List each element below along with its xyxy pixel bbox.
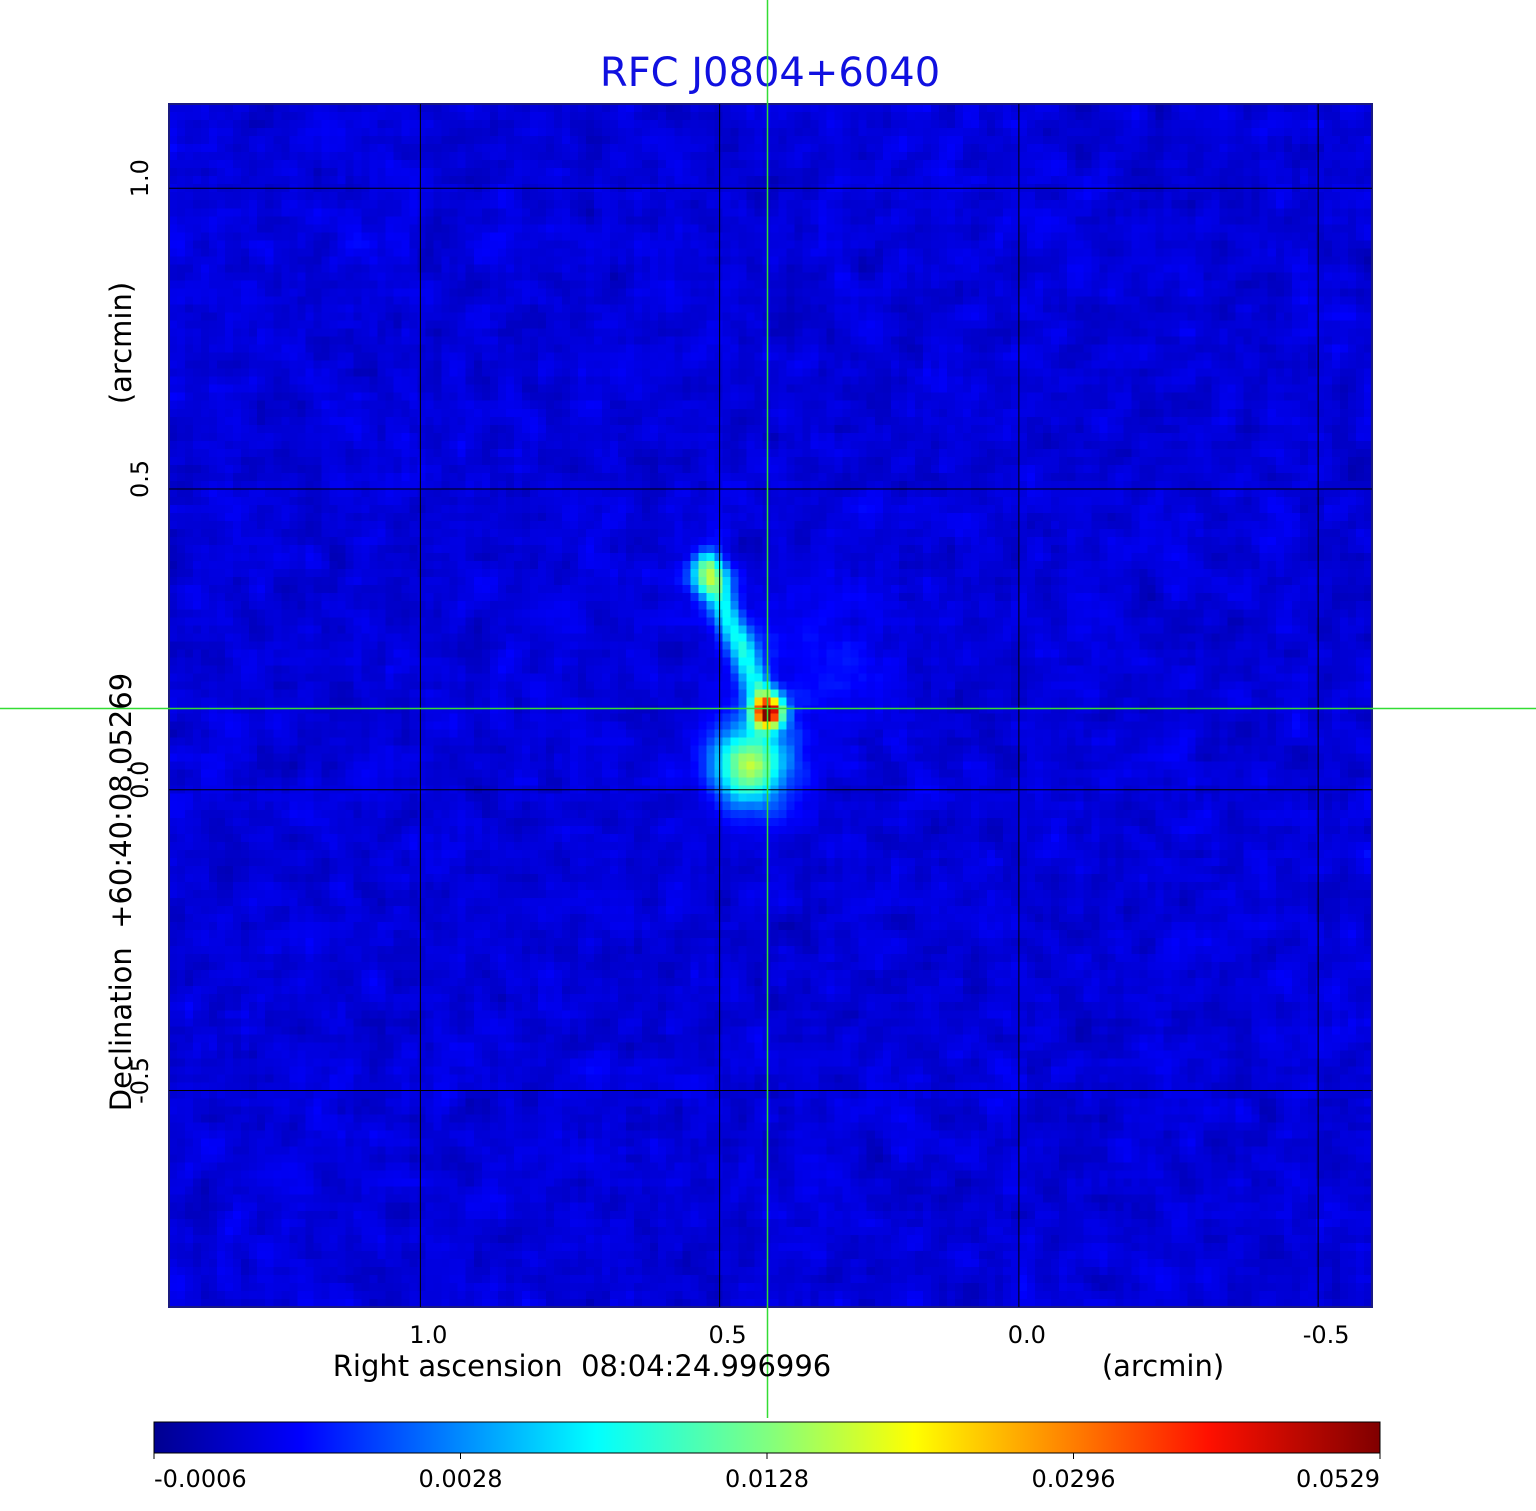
colorbar-tick-label: -0.0006: [154, 1465, 247, 1493]
chart-title: RFC J0804+6040: [600, 50, 940, 96]
colorbar-ticks: -0.0006 0.0028 0.0128 0.0296 0.0529: [153, 1453, 1381, 1493]
crosshair: [0, 0, 1536, 1418]
y-tick-label: 0.5: [126, 460, 154, 498]
x-tick-label: 0.0: [1008, 1321, 1046, 1349]
x-axis-ticks: 1.0 0.5 0.0 -0.5: [409, 1321, 1349, 1349]
y-tick-label: -0.5: [126, 1057, 154, 1104]
y-tick-label: 0.0: [126, 761, 154, 799]
x-tick-label: 0.5: [709, 1321, 747, 1349]
x-axis-unit: (arcmin): [1102, 1349, 1224, 1383]
grid: [169, 104, 1372, 1307]
colorbar-tick-label: 0.0028: [419, 1465, 503, 1493]
y-tick-label: 1.0: [126, 159, 154, 197]
colorbar-tick-label: 0.0296: [1032, 1465, 1116, 1493]
colorbar: [153, 1421, 1381, 1454]
y-axis-ticks: 1.0 0.5 0.0 -0.5: [126, 159, 154, 1104]
colorbar-tick-label: 0.0529: [1296, 1465, 1380, 1493]
y-axis-label: Declination +60:40:08.05269: [104, 673, 138, 1111]
x-tick-label: -0.5: [1303, 1321, 1350, 1349]
y-axis-unit: (arcmin): [104, 282, 138, 404]
plot-area: [169, 104, 1372, 1307]
colorbar-tick-label: 0.0128: [725, 1465, 809, 1493]
plot-frame: [168, 103, 1373, 1308]
x-tick-label: 1.0: [409, 1321, 447, 1349]
x-axis-label: Right ascension 08:04:24.996996: [333, 1349, 832, 1383]
intensity-map: [169, 104, 1372, 1307]
